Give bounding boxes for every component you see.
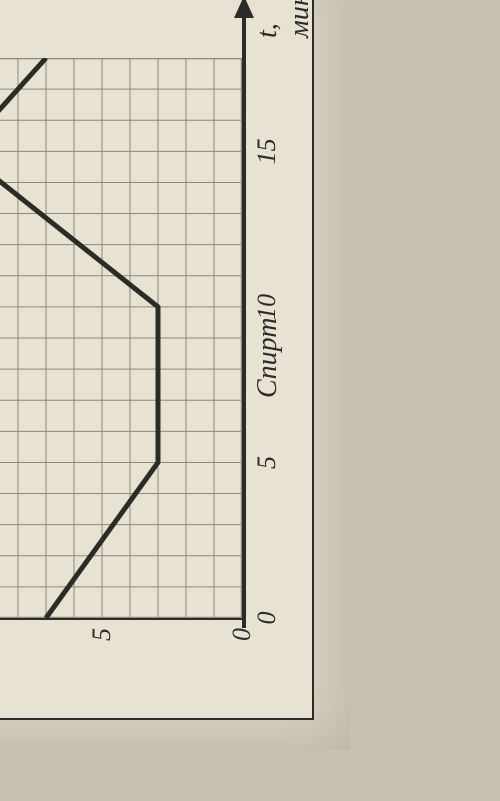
- x-tick-label: 5: [252, 456, 282, 469]
- substance-label: Спирт: [252, 317, 284, 398]
- plot-area: [0, 58, 242, 618]
- y-tick-label: 0: [227, 628, 257, 641]
- x-tick-label: 15: [252, 138, 282, 164]
- card: 4 VII t,°C Масло растительное m=1,3кг 05…: [0, 0, 314, 720]
- page-root: 4 VII t,°C Масло растительное m=1,3кг 05…: [0, 0, 500, 801]
- rotated-canvas: 4 VII t,°C Масло растительное m=1,3кг 05…: [0, 0, 350, 750]
- x-axis: [242, 8, 246, 628]
- x-axis-arrow-icon: [234, 0, 254, 18]
- x-tick-label: 0: [252, 612, 282, 625]
- y-tick-label: 5: [87, 628, 117, 641]
- x-axis-label: t, мин: [252, 0, 316, 38]
- plot-svg: [0, 58, 242, 618]
- x-tick-label: 10: [252, 294, 282, 320]
